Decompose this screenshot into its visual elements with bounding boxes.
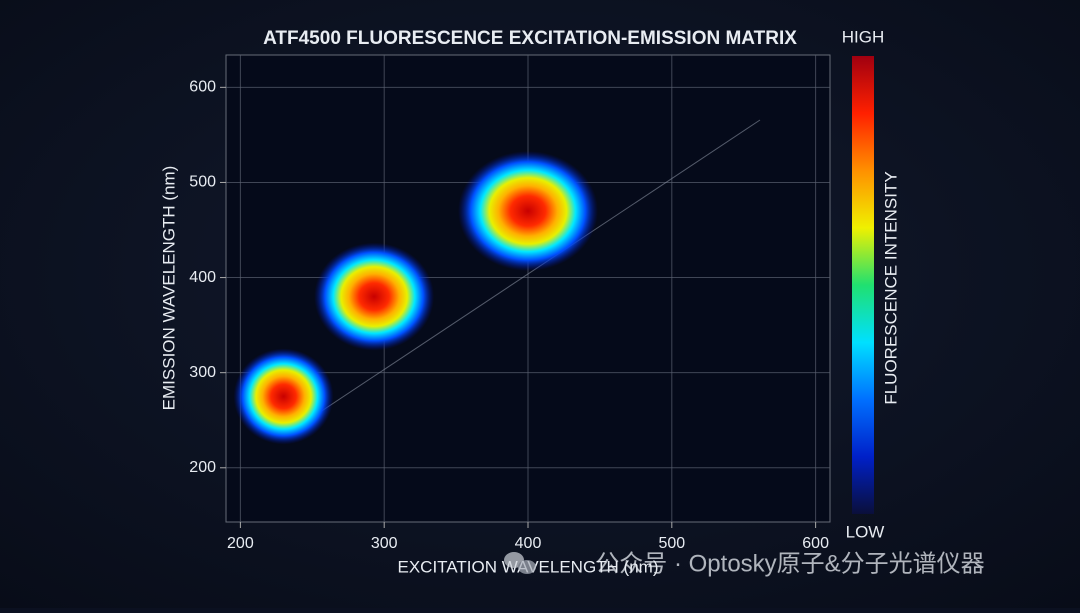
y-tick-label: 300 bbox=[189, 364, 216, 381]
peak bbox=[233, 348, 334, 445]
x-tick-label: 600 bbox=[802, 535, 829, 552]
watermark-icon bbox=[504, 552, 536, 574]
x-tick-label: 300 bbox=[371, 535, 398, 552]
x-tick-label: 500 bbox=[658, 535, 685, 552]
colorbar-low: LOW bbox=[846, 522, 885, 541]
y-tick-label: 500 bbox=[189, 174, 216, 191]
peak bbox=[458, 150, 598, 271]
y-tick-label: 400 bbox=[189, 269, 216, 286]
y-tick-label: 600 bbox=[189, 79, 216, 96]
y-axis-label: EMISSION WAVELENGTH (nm) bbox=[159, 166, 178, 411]
scatter-line bbox=[289, 119, 761, 433]
x-tick-label: 400 bbox=[515, 535, 542, 552]
y-tick-label: 200 bbox=[189, 459, 216, 476]
watermark: 公众号 · Optosky原子&分子光谱仪器 bbox=[595, 550, 984, 577]
peak bbox=[314, 242, 435, 351]
chart-title: ATF4500 FLUORESCENCE EXCITATION-EMISSION… bbox=[263, 28, 797, 49]
colorbar bbox=[852, 56, 874, 514]
x-tick-label: 200 bbox=[227, 535, 254, 552]
colorbar-high: HIGH bbox=[842, 27, 885, 46]
colorbar-label: FLUORESCENCE INTENSITY bbox=[881, 171, 900, 404]
